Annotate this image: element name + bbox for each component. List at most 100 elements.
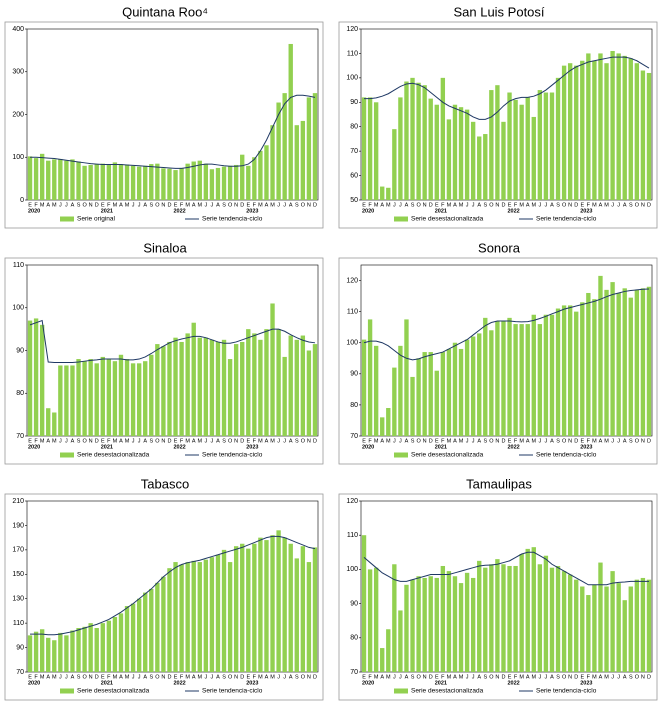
x-tick-label: J xyxy=(538,438,541,444)
bar xyxy=(416,82,421,200)
bar xyxy=(70,159,75,200)
bar xyxy=(440,565,446,672)
bar xyxy=(646,579,652,672)
x-tick-label: M xyxy=(113,202,118,208)
x-tick-label: A xyxy=(599,202,603,208)
bar xyxy=(173,337,178,436)
x-tick-label: A xyxy=(216,438,220,444)
legend-swatch xyxy=(60,688,74,694)
x-tick-label: F xyxy=(34,438,38,444)
x-tick-label: J xyxy=(472,202,475,208)
bar xyxy=(149,354,154,436)
bar xyxy=(294,339,299,436)
bar xyxy=(361,339,367,436)
x-tick-label: M xyxy=(40,438,45,444)
bar xyxy=(82,626,87,672)
bar xyxy=(561,571,567,672)
x-tick-label: O xyxy=(228,438,233,444)
x-tick-label: D xyxy=(574,674,578,680)
x-tick-label: E xyxy=(28,438,32,444)
bar xyxy=(258,150,263,200)
bar xyxy=(191,560,196,672)
bar xyxy=(233,344,239,436)
bar xyxy=(640,70,646,201)
bar xyxy=(209,339,215,436)
bar xyxy=(270,535,275,672)
bar xyxy=(410,376,415,436)
x-tick-label: N xyxy=(568,438,572,444)
bar xyxy=(428,576,433,672)
bar xyxy=(574,579,579,672)
bar xyxy=(179,564,184,672)
legend-label: Serie tendencia-ciclo xyxy=(202,688,263,695)
x-tick-label: M xyxy=(459,438,464,444)
x-tick-label: M xyxy=(604,202,609,208)
x-tick-label: J xyxy=(545,438,548,444)
bar xyxy=(276,329,281,436)
trend-line xyxy=(363,551,649,586)
x-tick-label: M xyxy=(374,674,379,680)
x-tick-label: M xyxy=(113,674,118,680)
y-tick-label: 110 xyxy=(347,532,358,539)
bar xyxy=(294,558,299,672)
bar xyxy=(252,543,257,672)
bar xyxy=(452,342,458,436)
x-tick-label: J xyxy=(538,674,541,680)
x-tick-label: E xyxy=(28,202,32,208)
x-tick-label: A xyxy=(405,674,409,680)
bar xyxy=(525,324,530,436)
bar xyxy=(477,560,482,672)
x-tick-label: M xyxy=(592,438,597,444)
bar xyxy=(76,628,81,672)
bar xyxy=(373,345,379,436)
x-tick-label: N xyxy=(495,438,499,444)
bar xyxy=(398,610,403,672)
bar xyxy=(27,320,33,436)
bar xyxy=(136,363,142,436)
bar xyxy=(543,555,549,672)
x-tick-label: M xyxy=(459,202,464,208)
bar xyxy=(191,322,196,436)
x-tick-label: N xyxy=(641,438,645,444)
x-tick-label: O xyxy=(416,202,421,208)
x-tick-label: O xyxy=(416,438,421,444)
year-label: 2020 xyxy=(362,208,374,214)
bar xyxy=(404,81,409,200)
x-tick-label: A xyxy=(453,674,457,680)
x-tick-label: E xyxy=(508,202,512,208)
x-tick-label: J xyxy=(538,202,541,208)
x-tick-label: J xyxy=(59,438,62,444)
bar xyxy=(88,164,93,200)
bar xyxy=(173,562,178,672)
y-tick-label: 50 xyxy=(350,197,358,204)
x-tick-label: N xyxy=(568,202,572,208)
x-tick-label: E xyxy=(246,202,250,208)
legend-swatch xyxy=(60,216,74,222)
x-tick-label: M xyxy=(531,438,536,444)
y-tick-label: 70 xyxy=(350,669,358,676)
panel-frame xyxy=(338,21,658,229)
x-tick-label: M xyxy=(386,202,391,208)
bar xyxy=(264,540,269,672)
x-tick-label: E xyxy=(435,202,439,208)
x-tick-label: S xyxy=(411,674,415,680)
x-tick-label: F xyxy=(368,674,372,680)
x-tick-label: M xyxy=(447,438,452,444)
x-tick-label: F xyxy=(514,202,518,208)
plot-frame xyxy=(360,264,653,437)
bar xyxy=(82,165,87,200)
y-tick-label: 90 xyxy=(350,600,358,607)
bar xyxy=(27,156,33,200)
bar xyxy=(94,164,99,200)
x-tick-label: D xyxy=(429,674,433,680)
bar xyxy=(543,92,549,200)
x-tick-label: J xyxy=(472,438,475,444)
bar xyxy=(240,341,245,436)
bar xyxy=(380,648,385,672)
trend-line xyxy=(363,288,649,361)
x-tick-label: A xyxy=(143,202,147,208)
bar xyxy=(380,186,385,200)
bar xyxy=(288,335,293,436)
x-tick-label: N xyxy=(641,202,645,208)
